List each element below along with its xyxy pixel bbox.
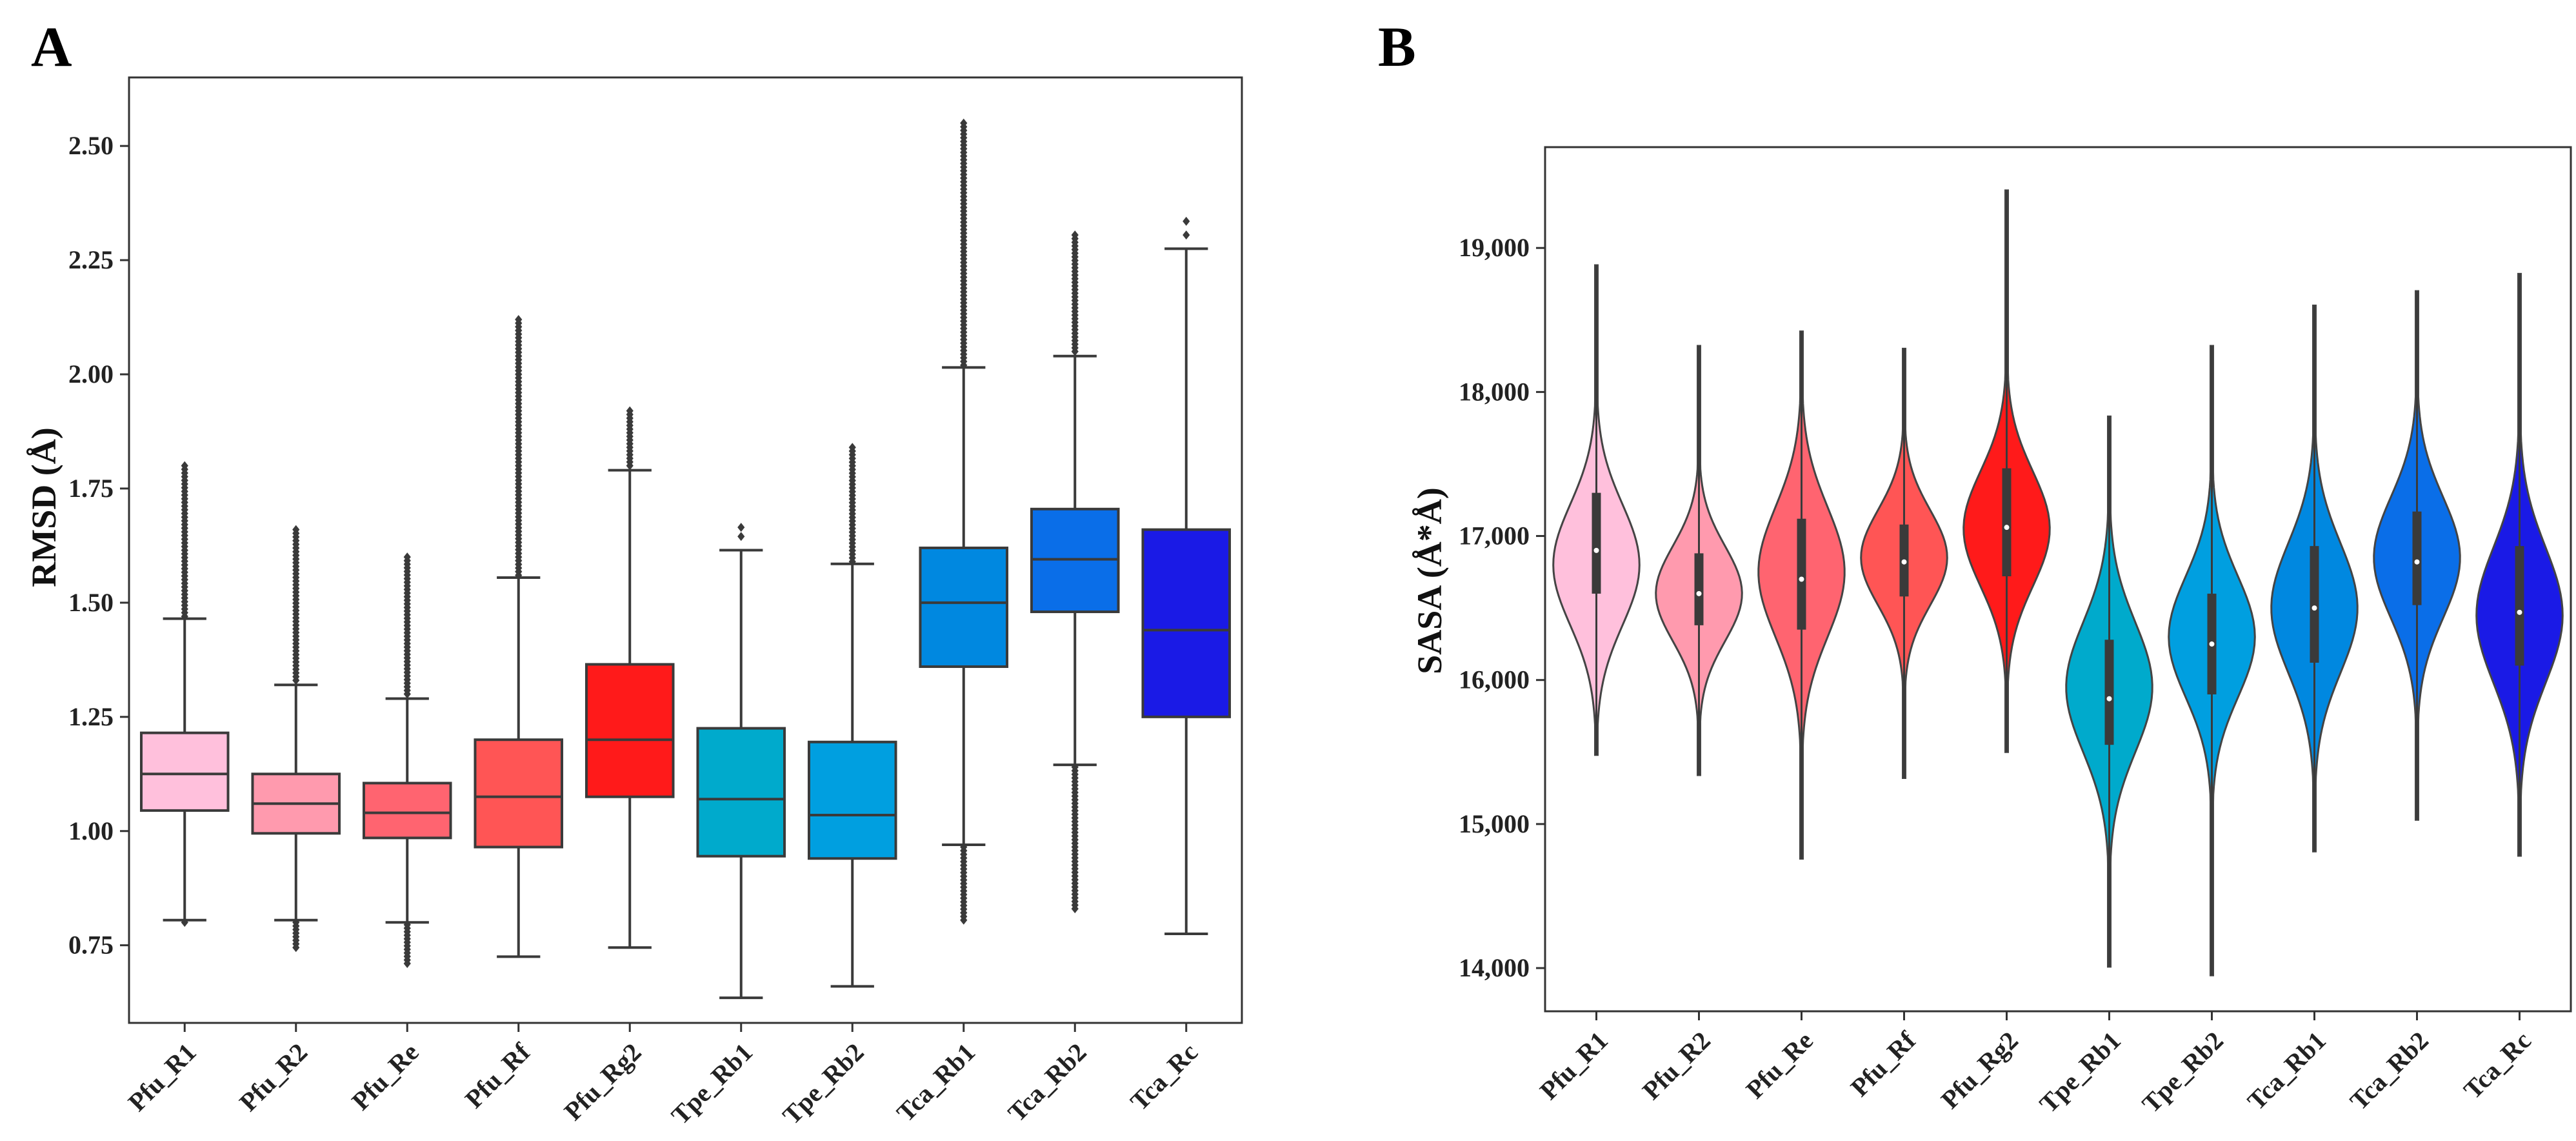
box-pfu_re bbox=[362, 782, 452, 840]
panel-a-boxplot: RMSD (Å) 0.75 1.00 1.25 1.50 1.75 2.00 2.25 2.5… bbox=[25, 76, 1243, 1130]
box-pfu_rg2 bbox=[584, 663, 675, 798]
panel-a-y-tick-label: 1.75 bbox=[68, 474, 114, 503]
panel-b-y-tick-label: 19,000 bbox=[1459, 233, 1530, 262]
violin-median-dot bbox=[2517, 609, 2522, 615]
outlier-point bbox=[403, 920, 411, 929]
panel-b-category-label: Tca_Rb2 bbox=[2344, 1026, 2434, 1116]
panel-b-y-tick-label: 16,000 bbox=[1459, 665, 1530, 694]
violin-median-dot bbox=[1696, 591, 1702, 596]
panel-a-y-tick-label: 1.25 bbox=[68, 702, 114, 731]
violin-median-dot bbox=[2106, 696, 2112, 702]
outlier-point bbox=[403, 552, 411, 562]
violin-median-dot bbox=[1593, 547, 1599, 553]
outlier-point bbox=[626, 406, 634, 416]
panel-letter-a: A bbox=[31, 16, 72, 79]
outlier-point bbox=[181, 461, 188, 470]
panel-a-y-tick-label: 2.50 bbox=[68, 131, 114, 160]
panel-b-y-axis-title: SASA (Å*Å) bbox=[1410, 487, 1449, 674]
panel-b-y-tick-label: 14,000 bbox=[1459, 953, 1530, 982]
outlier-point bbox=[292, 525, 300, 534]
outlier-point bbox=[1183, 216, 1190, 226]
outlier-point bbox=[960, 842, 968, 852]
panel-b-category-label: Tpe_Rb2 bbox=[2136, 1026, 2228, 1118]
panel-a-category-label: Pfu_R2 bbox=[234, 1038, 313, 1117]
box-pfu_rf bbox=[474, 738, 564, 849]
outlier-point bbox=[181, 918, 188, 927]
panel-b-violinplot: SASA (Å*Å) 14,000 15,000 16,000 17,000 18,00… bbox=[1410, 146, 2572, 1118]
outlier-point bbox=[848, 443, 856, 452]
box-tca_rb1 bbox=[919, 546, 1009, 668]
violin-median-dot bbox=[2209, 641, 2215, 647]
panel-b-category-label: Pfu_R2 bbox=[1637, 1026, 1716, 1106]
violin-median-dot bbox=[2414, 559, 2420, 565]
outlier-point bbox=[737, 532, 745, 541]
panel-letter-b: B bbox=[1378, 16, 1416, 79]
panel-a-category-label: Tca_Rc bbox=[1124, 1038, 1203, 1116]
panel-a-category-label: Tca_Rb2 bbox=[1002, 1038, 1092, 1127]
panel-a-y-tick-label: 1.00 bbox=[68, 816, 114, 845]
panel-b-y-tick-label: 18,000 bbox=[1459, 377, 1530, 406]
box-tca_rc bbox=[1141, 528, 1232, 718]
panel-a-y-tick-label: 2.00 bbox=[68, 359, 114, 389]
outlier-point bbox=[515, 315, 523, 325]
violin-median-dot bbox=[1799, 576, 1804, 582]
panel-b-category-label: Pfu_Rg2 bbox=[1935, 1026, 2024, 1115]
outlier-point bbox=[960, 118, 968, 128]
panel-a-category-label: Pfu_Rg2 bbox=[559, 1038, 647, 1126]
panel-b-y-tick-label: 17,000 bbox=[1459, 521, 1530, 550]
panel-b-category-label: Tca_Rc bbox=[2458, 1026, 2537, 1105]
box-pfu_r1 bbox=[139, 731, 230, 812]
outlier-point bbox=[1071, 762, 1079, 772]
panel-a-y-axis-title: RMSD (Å) bbox=[25, 427, 63, 587]
panel-b-category-label: Pfu_Rf bbox=[1845, 1025, 1922, 1102]
panel-b-category-label: Pfu_Re bbox=[1740, 1026, 1818, 1104]
panel-b-category-label: Pfu_R1 bbox=[1534, 1026, 1613, 1106]
violin-median-dot bbox=[1901, 559, 1907, 565]
panel-a-category-label: Pfu_R1 bbox=[123, 1038, 202, 1117]
panel-a-category-label: Tpe_Rb1 bbox=[666, 1038, 758, 1130]
panel-b-category-label: Tpe_Rb1 bbox=[2033, 1026, 2126, 1118]
panel-b-category-label: Tca_Rb1 bbox=[2242, 1026, 2331, 1116]
violin-median-dot bbox=[2311, 605, 2317, 611]
panel-a-category-label: Tpe_Rb2 bbox=[777, 1038, 869, 1130]
box-tpe_rb1 bbox=[696, 727, 786, 858]
outlier-point bbox=[737, 523, 745, 532]
panel-a-y-tick-label: 0.75 bbox=[68, 931, 114, 960]
box-tpe_rb2 bbox=[807, 740, 897, 860]
outlier-point bbox=[1071, 230, 1079, 240]
outlier-point bbox=[292, 918, 300, 927]
violin-median-dot bbox=[2004, 525, 2010, 530]
panel-a-category-label: Pfu_Re bbox=[346, 1038, 424, 1116]
panel-a-category-label: Tca_Rb1 bbox=[891, 1038, 981, 1127]
panel-a-y-tick-label: 2.25 bbox=[68, 245, 114, 274]
panel-a-plot-frame bbox=[128, 76, 1243, 1024]
panel-a-category-label: Pfu_Rf bbox=[459, 1037, 536, 1114]
panel-b-plot-frame bbox=[1544, 146, 2572, 1013]
panel-b-y-tick-label: 15,000 bbox=[1459, 809, 1530, 838]
outlier-point bbox=[1183, 230, 1190, 240]
panel-a-y-tick-label: 1.50 bbox=[68, 588, 114, 617]
